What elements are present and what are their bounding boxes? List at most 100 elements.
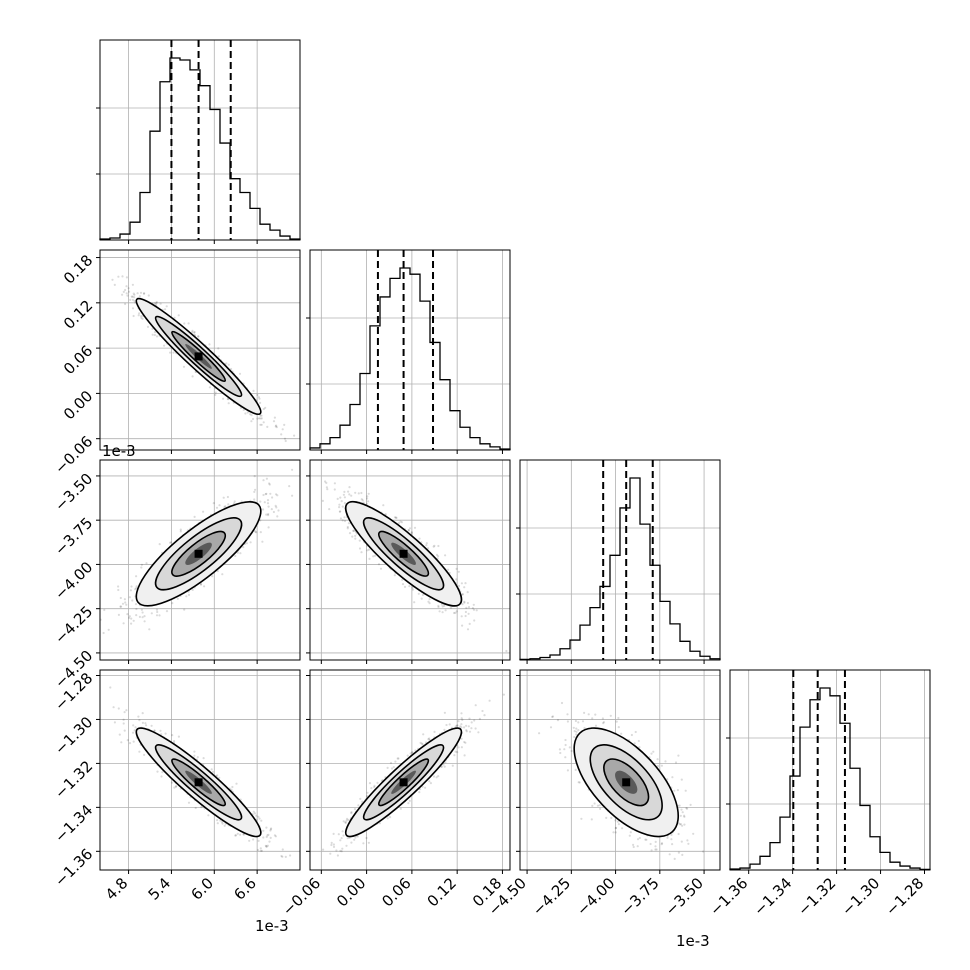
scatter-point: [128, 596, 131, 599]
scatter-point: [177, 314, 180, 317]
scatter-point: [267, 526, 270, 529]
scatter-point: [427, 547, 430, 550]
scatter-point: [461, 603, 464, 606]
scatter-point: [123, 711, 126, 714]
scatter-point: [155, 302, 158, 305]
scatter-point: [109, 686, 112, 689]
scatter-point: [165, 305, 168, 308]
scatter-point: [354, 491, 357, 494]
scatter-point: [339, 517, 342, 520]
scatter-point: [242, 546, 245, 549]
scatter-point: [420, 597, 423, 600]
scatter-point: [182, 365, 186, 368]
scatter-point: [122, 290, 125, 293]
scatter-point: [460, 582, 463, 585]
scatter-point: [266, 499, 270, 502]
scatter-point: [333, 488, 336, 491]
scatter-point: [170, 541, 173, 544]
density-peak: [194, 352, 203, 361]
scatter-point: [216, 570, 219, 573]
scatter-point: [134, 603, 138, 606]
scatter-point: [129, 589, 132, 592]
scatter-point: [191, 331, 194, 334]
scatter-point: [269, 492, 272, 495]
scatter-panel-2-1: [306, 459, 511, 664]
scatter-point: [140, 566, 143, 569]
scatter-point: [259, 849, 262, 852]
scatter-point: [128, 290, 131, 293]
scatter-point: [432, 545, 435, 548]
scatter-point: [265, 513, 268, 516]
scatter-point: [215, 506, 219, 509]
scatter-point: [127, 287, 130, 290]
scatter-point: [141, 712, 144, 715]
scatter-point: [343, 519, 347, 523]
scatter-point: [354, 534, 357, 538]
scatter-point: [121, 602, 125, 605]
scatter-point: [124, 288, 127, 292]
scatter-point: [473, 619, 476, 622]
scatter-point: [291, 882, 293, 884]
scatter-point: [112, 706, 115, 709]
scatter-point: [373, 554, 377, 557]
density-peak: [399, 549, 408, 558]
scatter-point: [187, 322, 190, 325]
scatter-point: [165, 610, 169, 613]
scatter-point: [270, 508, 273, 511]
scatter-point: [150, 612, 153, 615]
scatter-point: [138, 719, 141, 722]
scatter-point: [367, 500, 370, 503]
scatter-point: [252, 838, 255, 841]
scatter-point: [253, 498, 256, 501]
scatter-point: [218, 504, 221, 507]
hist-panel-2: [516, 459, 721, 664]
scatter-point: [256, 417, 259, 420]
scatter-point: [360, 498, 363, 501]
scatter-point: [203, 585, 206, 588]
scatter-point: [268, 483, 271, 486]
scatter-point: [267, 505, 270, 508]
scatter-point: [266, 844, 269, 847]
scatter-point: [274, 425, 277, 428]
scatter-point: [437, 555, 440, 558]
scatter-point: [191, 375, 194, 378]
scatter-point: [338, 510, 341, 513]
scatter-point: [132, 292, 135, 295]
scatter-point: [343, 496, 346, 499]
scatter-point: [164, 308, 167, 311]
scatter-point: [123, 598, 126, 601]
scatter-point: [212, 502, 215, 505]
scatter-point: [259, 414, 262, 417]
scatter-point: [259, 531, 262, 534]
scatter-point: [384, 513, 387, 516]
scatter-point: [170, 781, 174, 784]
scatter-point: [251, 417, 255, 421]
scatter-point: [270, 827, 273, 830]
scatter-point: [260, 849, 263, 852]
scatter-point: [428, 602, 431, 605]
scatter-point: [358, 539, 361, 542]
histogram-step-0: [99, 57, 301, 240]
scatter-point: [153, 333, 156, 337]
scatter-point: [174, 785, 178, 788]
scatter-point: [472, 603, 475, 606]
scatter-point: [145, 562, 148, 565]
scatter-point: [103, 608, 106, 612]
scatter-point: [239, 552, 242, 555]
scatter-point: [113, 721, 116, 724]
scatter-point: [288, 485, 291, 488]
scatter-point: [117, 613, 120, 617]
scatter-point: [274, 504, 277, 507]
scatter-point: [465, 606, 468, 610]
scatter-point: [176, 597, 179, 600]
scatter-point: [417, 592, 420, 595]
scatter-point: [325, 486, 328, 489]
scatter-point: [466, 628, 470, 631]
scatter-point: [231, 785, 234, 789]
scatter-point: [121, 275, 124, 278]
scatter-point: [132, 724, 135, 727]
scatter-point: [399, 520, 402, 523]
scatter-point: [259, 401, 262, 404]
scatter-point: [341, 519, 344, 522]
scatter-point: [394, 516, 397, 519]
